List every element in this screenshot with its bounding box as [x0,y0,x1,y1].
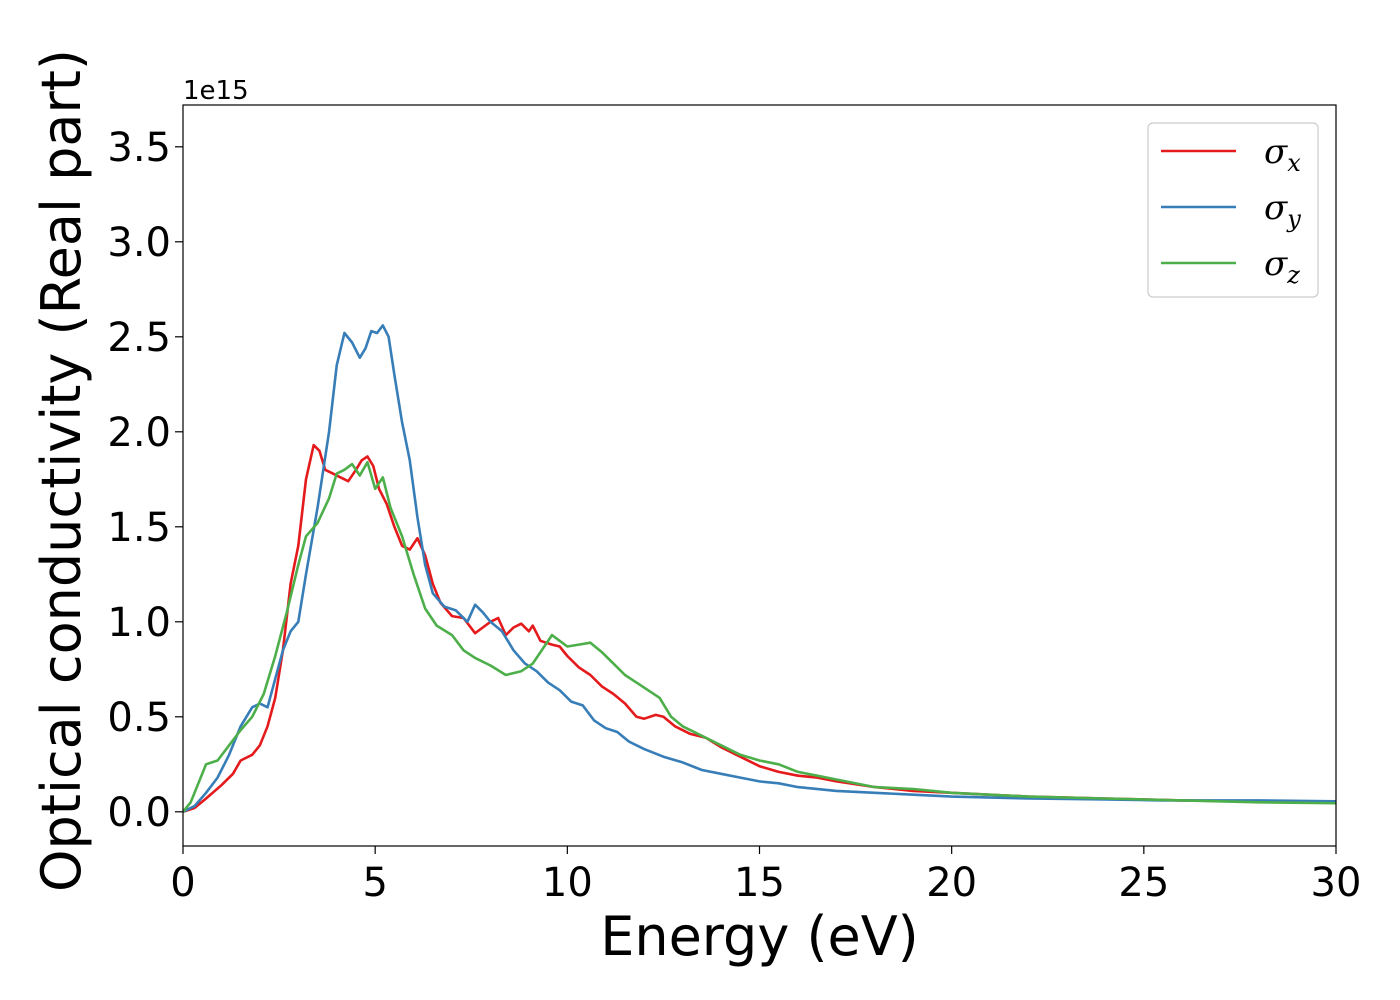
legend-box [1147,122,1319,298]
y-tick-label: 1.5 [107,505,171,551]
y-offset-label: 1e15 [183,76,249,106]
y-tick-label: 2.5 [107,315,171,361]
legend-label-y: σy [1264,188,1301,233]
y-axis-label: Optical conductivity (Real part) [30,49,93,892]
series-layer [183,324,1336,814]
y-tick-label: 1.0 [107,600,171,646]
x-tick-label: 20 [926,860,977,906]
x-axis: 0 5 10 15 20 25 30 [170,846,1361,906]
series-line-z [183,460,1336,814]
legend-label-x: σx [1264,132,1301,177]
series-line-x [183,443,1336,814]
x-tick-label: 15 [734,860,785,906]
y-tick-label: 0.0 [107,790,171,836]
x-tick-label: 10 [542,860,593,906]
y-tick-label: 0.5 [107,695,171,741]
series-line-y [183,324,1336,814]
y-tick-label: 2.0 [107,410,171,456]
x-tick-label: 0 [170,860,195,906]
x-tick-label: 30 [1311,860,1362,906]
x-axis-label: Energy (eV) [600,905,919,968]
y-axis: 0.0 0.5 1.0 1.5 2.0 2.5 3.0 3.5 [107,125,183,836]
y-tick-label: 3.5 [107,125,171,171]
y-tick-label: 3.0 [107,220,171,266]
x-tick-label: 5 [362,860,387,906]
x-tick-label: 25 [1118,860,1169,906]
